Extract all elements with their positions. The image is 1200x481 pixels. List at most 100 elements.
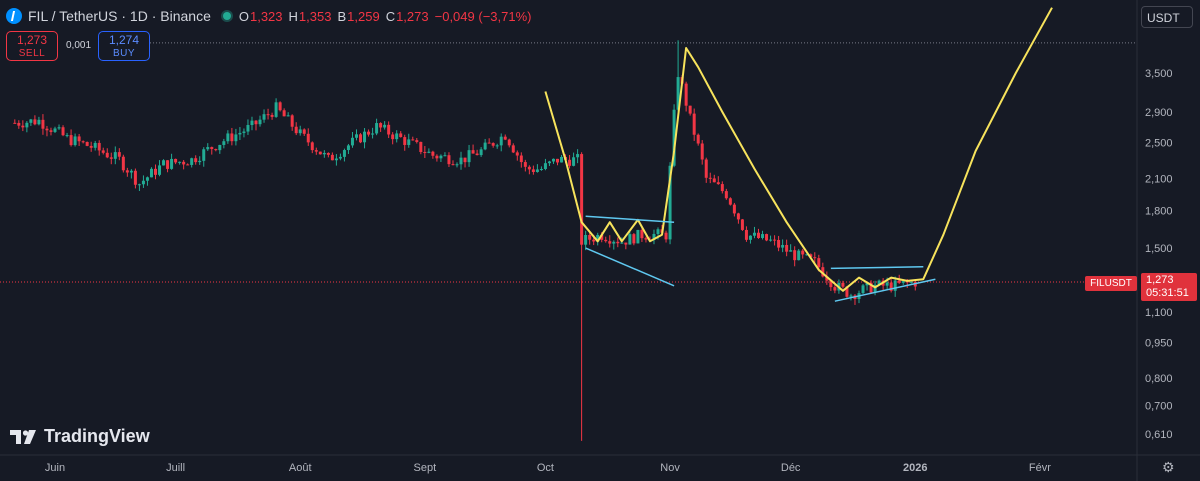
candle-body (367, 131, 371, 135)
sell-button[interactable]: 1,273 SELL (6, 31, 58, 61)
x-tick-label: Déc (781, 462, 801, 474)
candle-body (310, 142, 314, 151)
candle-body (584, 235, 588, 245)
candle-body (314, 150, 318, 152)
candle-body (692, 113, 696, 135)
bar-countdown: 05:31:51 (1146, 287, 1189, 299)
candle-body (728, 198, 732, 205)
candle-body (246, 125, 250, 132)
candle-body (162, 160, 166, 166)
candle-body (499, 136, 503, 146)
candle-body (813, 257, 817, 259)
last-price-value: 1,273 (1146, 274, 1174, 286)
gear-icon[interactable]: ⚙ (1162, 459, 1175, 475)
tradingview-mark-icon (10, 429, 36, 444)
candle-body (37, 119, 41, 125)
candle-body (61, 127, 65, 136)
candle-body (137, 184, 141, 186)
candle-body (523, 162, 527, 167)
candle-body (133, 170, 137, 185)
candle-body (230, 133, 234, 142)
candle-body (113, 152, 117, 159)
candle-body (49, 130, 53, 132)
candle-body (89, 145, 93, 148)
candle-body (543, 163, 547, 169)
y-tick-label: 0,700 (1145, 401, 1173, 413)
candle-body (716, 182, 720, 185)
candle-body (218, 144, 222, 151)
candle-body (740, 219, 744, 230)
candle-body (688, 105, 692, 114)
candle-body (893, 280, 897, 291)
candle-body (897, 280, 901, 283)
candle-body (785, 244, 789, 252)
candle-body (491, 143, 495, 146)
candle-body (845, 286, 849, 297)
candle-body (65, 135, 69, 137)
candle-body (53, 128, 57, 132)
candle-body (73, 136, 77, 146)
market-status-dot (222, 12, 231, 20)
candle-body (278, 102, 282, 111)
candle-body (117, 152, 121, 157)
candle-body (141, 180, 145, 185)
candle-body (801, 250, 805, 255)
candle-body (17, 122, 21, 126)
candle-body (576, 154, 580, 158)
sell-price: 1,273 (16, 33, 48, 47)
y-tick-label: 1,100 (1145, 307, 1173, 319)
candle-body (664, 232, 668, 240)
triangle-upper-line (830, 266, 924, 270)
candle-body (672, 109, 676, 166)
candle-body (833, 287, 837, 291)
wedge-upper-line (585, 215, 675, 223)
candle-body (777, 239, 781, 248)
candle-body (77, 136, 81, 142)
price-change: −0,049 (−3,71%) (434, 8, 532, 24)
candle-body (226, 133, 230, 142)
candle-body (383, 124, 387, 128)
candle-body (403, 137, 407, 145)
x-tick-label: Juill (166, 462, 185, 474)
symbol-title[interactable]: FIL / TetherUS · 1D · Binance (28, 8, 211, 24)
candle-body (306, 133, 310, 143)
candle-body (873, 284, 877, 293)
candle-body (97, 142, 101, 151)
candle-body (154, 168, 157, 175)
candle-body (282, 110, 286, 117)
candle-body (363, 131, 367, 143)
candle-body (125, 170, 129, 173)
candle-body (447, 155, 451, 165)
candle-body (379, 123, 383, 128)
sell-label: SELL (18, 48, 46, 59)
candle-body (41, 119, 45, 129)
y-tick-label: 2,900 (1145, 107, 1173, 119)
candle-body (423, 152, 427, 154)
y-tick-label: 0,610 (1145, 429, 1173, 441)
candle-body (507, 139, 511, 146)
candle-body (387, 124, 391, 135)
candle-body (459, 157, 463, 165)
wedge-lower-line (585, 247, 675, 287)
candle-body (748, 235, 752, 240)
symbol-price-tag: FILUSDT (1085, 276, 1137, 291)
candle-body (318, 151, 322, 155)
tradingview-logo[interactable]: TradingView (10, 426, 150, 447)
close-value: 1,273 (396, 8, 429, 24)
candle-body (258, 119, 262, 125)
candle-body (298, 129, 302, 134)
candle-body (551, 158, 555, 162)
candle-body (250, 120, 254, 126)
candle-body (338, 156, 342, 159)
candle-body (419, 141, 423, 153)
candle-body (471, 150, 475, 154)
candle-body (636, 229, 640, 244)
candle-body (158, 165, 162, 175)
candle-body (744, 229, 748, 240)
buy-button[interactable]: 1,274 BUY (98, 31, 150, 61)
y-tick-label: 1,500 (1145, 243, 1173, 255)
candle-body (696, 134, 700, 144)
ohlc-high: H1,353 (289, 9, 332, 24)
currency-selector[interactable]: USDT (1141, 6, 1193, 28)
